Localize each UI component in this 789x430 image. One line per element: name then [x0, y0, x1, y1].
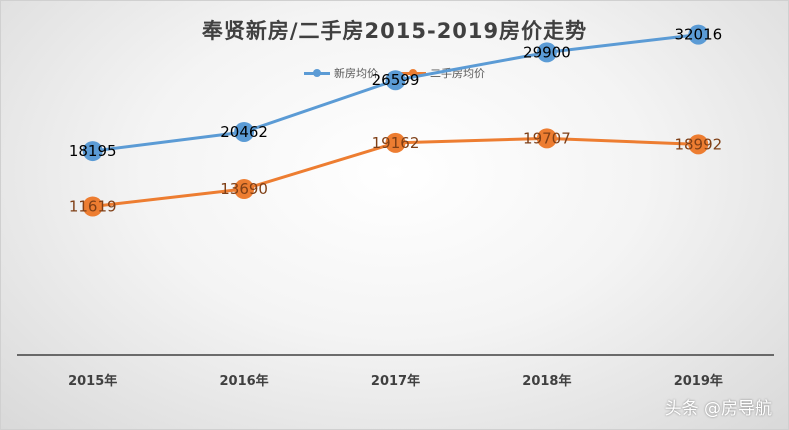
data-label: 20462 [220, 123, 268, 141]
data-label: 18992 [674, 135, 722, 153]
legend-item-new-homes: 新房均价 [304, 65, 378, 81]
data-point [234, 121, 255, 142]
data-label: 32016 [674, 26, 722, 44]
data-label: 19162 [372, 134, 420, 152]
data-point [688, 134, 709, 155]
legend-swatch-resale-homes [400, 68, 426, 77]
x-tick-label: 2016年 [220, 373, 269, 389]
watermark: 头条 @房导航 [664, 399, 772, 419]
data-point [688, 24, 709, 45]
x-tick-label: 2018年 [522, 373, 571, 389]
data-point [536, 128, 557, 149]
x-tick-label: 2015年 [68, 373, 117, 389]
x-tick-label: 2019年 [674, 373, 723, 389]
data-label: 19707 [523, 129, 571, 147]
data-label: 26599 [372, 71, 420, 89]
data-point [385, 132, 406, 153]
data-point [234, 179, 255, 200]
legend-label-new-homes: 新房均价 [334, 67, 378, 80]
data-label: 13690 [220, 180, 268, 198]
data-point [536, 42, 557, 63]
x-tick-label: 2017年 [371, 373, 420, 389]
legend-swatch-new-homes [304, 68, 330, 77]
data-label: 18195 [69, 142, 117, 160]
data-label: 29900 [523, 43, 571, 61]
data-label: 11619 [69, 197, 117, 215]
data-point [82, 196, 103, 217]
chart-title: 奉贤新房/二手房2015-2019房价走势 [201, 19, 588, 43]
data-point [82, 141, 103, 162]
data-point [385, 70, 406, 91]
